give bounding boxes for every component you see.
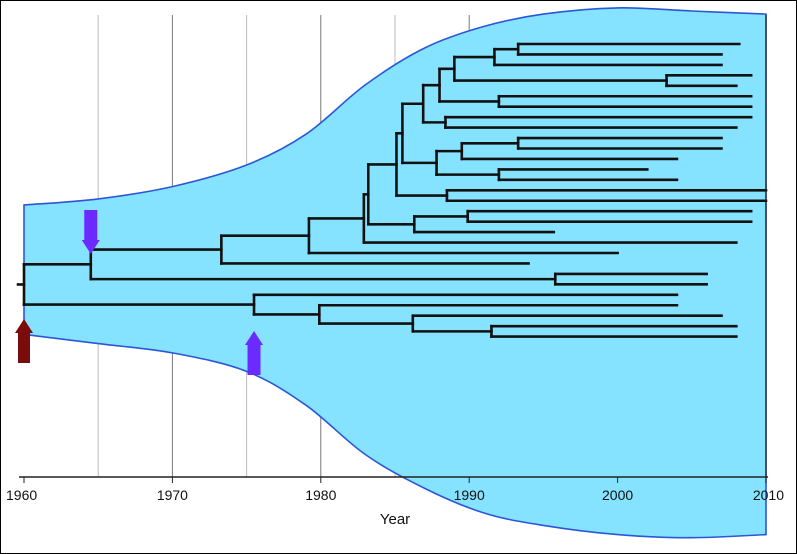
x-axis: 1960 1970 1980 1990 2000 2010 <box>6 15 784 503</box>
x-tick-label: 1980 <box>305 487 336 503</box>
event-arrow-up-icon <box>245 331 264 375</box>
x-tick-label: 2010 <box>753 487 784 503</box>
event-arrow-down-icon <box>81 210 100 254</box>
event-arrows <box>15 210 264 375</box>
x-tick-label: 1990 <box>454 487 485 503</box>
tree-branches <box>16 42 768 338</box>
diversity-envelope <box>23 7 767 539</box>
root-arrow-icon <box>15 319 33 363</box>
x-axis-label: Year <box>380 511 410 528</box>
x-tick-label: 1970 <box>157 487 188 503</box>
x-tick-label: 1960 <box>6 487 37 503</box>
x-tick-label: 2000 <box>602 487 633 503</box>
